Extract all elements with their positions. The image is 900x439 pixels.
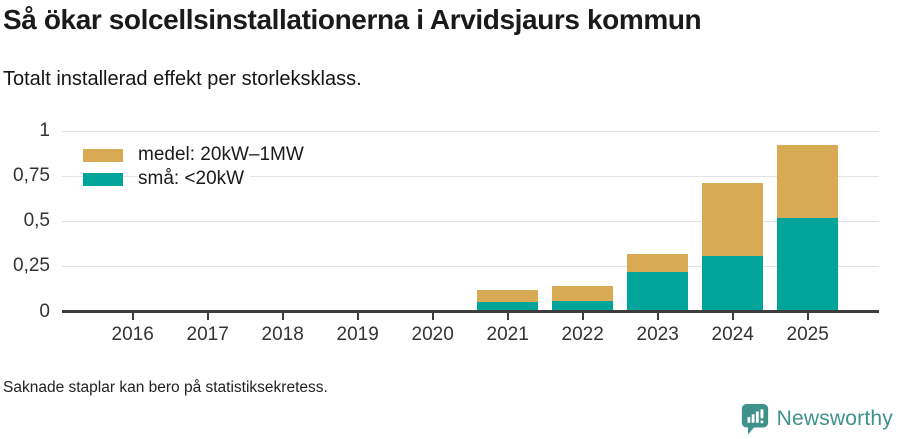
legend-swatch (83, 148, 123, 162)
newsworthy-logo: Newsworthy (740, 402, 893, 436)
legend-label: små: <20kW (138, 168, 251, 190)
y-axis-label: 0,25 (13, 255, 50, 277)
bar-segment-sma-2025 (777, 217, 839, 312)
y-axis-label: 0,75 (13, 165, 50, 187)
gridline (62, 130, 879, 132)
axis-tick (731, 313, 734, 320)
bar-segment-sma-2024 (702, 255, 764, 312)
x-axis-label: 2017 (186, 324, 229, 345)
footnote: Saknade staplar kan bero på statistiksek… (3, 379, 328, 396)
bar-segment-medel-2024 (702, 183, 764, 256)
legend-swatch (83, 172, 123, 186)
gridline (62, 220, 879, 222)
legend: medel: 20kW–1MW små: <20kW (83, 143, 310, 191)
x-axis-label: 2016 (111, 324, 154, 345)
axis-tick (131, 313, 134, 320)
x-axis-line (62, 310, 879, 313)
x-axis-label: 2024 (711, 324, 754, 345)
x-axis-label: 2022 (561, 324, 604, 345)
bar-segment-sma-2022 (552, 300, 614, 312)
legend-item: medel: 20kW–1MW (83, 143, 310, 167)
bar-segment-sma-2023 (627, 271, 689, 312)
y-axis-label: 0,5 (23, 210, 50, 232)
bar-segment-sma-2021 (477, 302, 539, 312)
gridline (62, 265, 879, 267)
gridline (62, 175, 879, 177)
y-axis-label: 1 (39, 120, 50, 141)
axis-tick (356, 313, 359, 320)
newsworthy-bubble-chart-icon (741, 404, 768, 435)
axis-tick (506, 313, 509, 320)
bar-segment-medel-2023 (627, 253, 689, 272)
legend-item: små: <20kW (83, 167, 310, 191)
x-axis-label: 2020 (411, 324, 454, 345)
x-axis-label: 2021 (486, 324, 529, 345)
x-axis-label: 2025 (786, 324, 829, 345)
legend-label: medel: 20kW–1MW (138, 144, 310, 166)
chart-title: Så ökar solcellsinstallationerna i Arvid… (3, 4, 702, 35)
axis-tick (656, 313, 659, 320)
axis-tick (806, 313, 809, 320)
x-axis-label: 2018 (261, 324, 304, 345)
bar-segment-medel-2022 (552, 286, 614, 301)
x-axis-label: 2023 (636, 324, 679, 345)
axis-tick (431, 313, 434, 320)
axis-tick (206, 313, 209, 320)
chart-subtitle: Totalt installerad effekt per storlekskl… (3, 68, 362, 90)
y-axis-label: 0 (39, 300, 50, 322)
axis-tick (581, 313, 584, 320)
axis-tick (281, 313, 284, 320)
bar-segment-medel-2025 (777, 145, 839, 218)
bar-segment-medel-2021 (477, 289, 539, 303)
brand-name: Newsworthy (776, 407, 893, 430)
x-axis-label: 2019 (336, 324, 379, 345)
